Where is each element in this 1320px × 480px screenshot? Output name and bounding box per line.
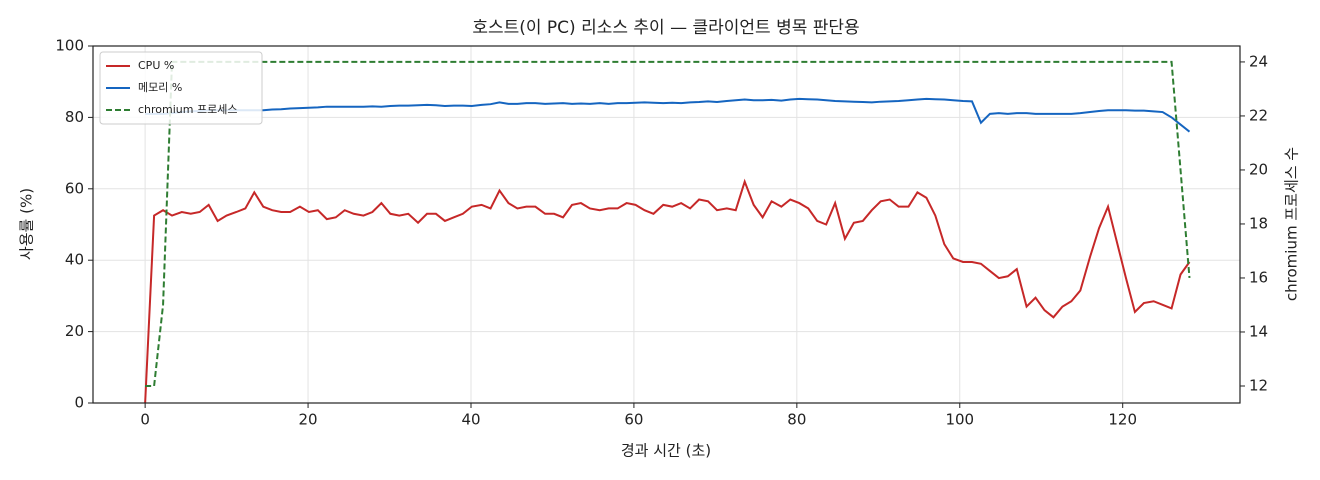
y2-tick-label: 24	[1249, 52, 1268, 70]
legend: CPU % 메모리 % chromium 프로세스	[99, 51, 263, 125]
y2-tick-label: 14	[1249, 322, 1268, 340]
x-tick-label: 60	[624, 411, 643, 429]
y-tick-label: 20	[65, 322, 84, 340]
y2-tick-label: 16	[1249, 268, 1268, 286]
x-tick-label: 0	[140, 411, 150, 429]
y2-tick-label: 12	[1249, 376, 1268, 394]
series-line	[145, 97, 1191, 133]
legend-box	[99, 51, 263, 125]
y-tick-label: 0	[74, 394, 84, 412]
y2-axis-label: chromium 프로세스 수	[1283, 147, 1301, 301]
series-line	[144, 178, 1191, 404]
y-tick-label: 40	[65, 251, 84, 269]
legend-label: CPU %	[138, 59, 174, 72]
series-line	[145, 60, 1191, 387]
legend-label: chromium 프로세스	[138, 103, 237, 116]
y2-tick-label: 18	[1249, 214, 1268, 232]
x-axis-label: 경과 시간 (초)	[621, 442, 711, 460]
y-tick-label: 60	[65, 179, 84, 197]
x-tick-label: 20	[299, 411, 318, 429]
y2-tick-label: 22	[1249, 106, 1268, 124]
y-axis-label: 사용률 (%)	[18, 188, 36, 260]
plot-frame	[92, 45, 1241, 404]
x-tick-label: 40	[461, 411, 480, 429]
y-tick-label: 100	[55, 37, 84, 55]
y-tick-label: 80	[65, 108, 84, 126]
chart-title: 호스트(이 PC) 리소스 추이 — 클라이언트 병목 판단용	[472, 18, 859, 38]
x-tick-label: 120	[1108, 411, 1137, 429]
legend-label: 메모리 %	[138, 81, 182, 94]
x-tick-label: 80	[787, 411, 806, 429]
y2-tick-label: 20	[1249, 160, 1268, 178]
x-tick-label: 100	[945, 411, 974, 429]
